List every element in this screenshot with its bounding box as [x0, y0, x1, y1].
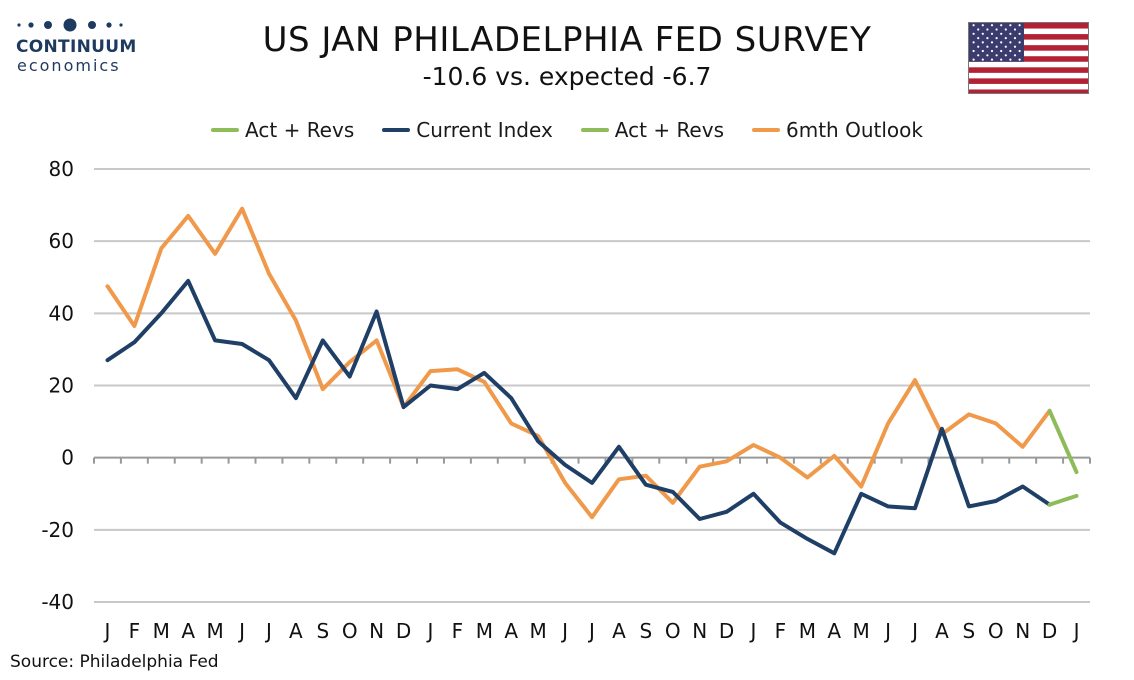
y-tick-label: 60	[49, 229, 74, 253]
x-tick-label: A	[612, 619, 626, 643]
x-tick-label: M	[476, 619, 493, 643]
x-tick-label: O	[342, 619, 358, 643]
x-tick-label: M	[153, 619, 170, 643]
series-line-act-revs-2	[1047, 493, 1079, 507]
x-tick-label: O	[988, 619, 1004, 643]
logo-dots-icon	[17, 18, 123, 32]
legend-item-6mth-outlook: 6mth Outlook	[752, 118, 923, 142]
legend-swatch	[211, 128, 240, 132]
us-flag-icon	[968, 22, 1089, 94]
legend-item-act-revs-2: Act + Revs	[580, 118, 724, 142]
x-tick-label: N	[369, 619, 384, 643]
x-tick-label: A	[935, 619, 949, 643]
y-tick-label: -40	[41, 590, 74, 614]
legend-item-act-revs: Act + Revs	[211, 118, 354, 142]
source-note: Source: Philadelphia Fed	[10, 652, 219, 672]
series-line-current-index-0	[105, 278, 1052, 556]
legend-label: Act + Revs	[614, 118, 724, 142]
x-tick-label: M	[853, 619, 870, 643]
legend-label: Act + Revs	[245, 118, 355, 142]
x-tick-label: J	[1072, 619, 1080, 643]
x-tick-label: M	[799, 619, 816, 643]
y-tick-label: 80	[49, 157, 74, 181]
x-tick-label: F	[129, 619, 141, 643]
y-tick-label: 0	[61, 446, 74, 470]
legend-label: 6mth Outlook	[786, 118, 923, 142]
x-tick-label: A	[289, 619, 303, 643]
series-line-act-revs-3	[1047, 408, 1079, 475]
x-tick-label: J	[560, 619, 568, 643]
y-tick-label: -20	[41, 518, 74, 542]
x-tick-label: F	[452, 619, 464, 643]
x-tick-label: J	[749, 619, 757, 643]
series-line-6mth-outlook-1	[105, 206, 1052, 520]
x-tick-label: N	[1015, 619, 1030, 643]
x-tick-label: D	[719, 619, 734, 643]
x-tick-label: J	[264, 619, 272, 643]
x-tick-label: S	[639, 619, 652, 643]
x-tick-label: J	[426, 619, 434, 643]
logo-name: CONTINUUM	[16, 37, 137, 57]
x-tick-label: S	[316, 619, 329, 643]
x-tick-label: J	[910, 619, 918, 643]
logo-tagline: economics	[17, 56, 121, 75]
x-tick-label: J	[883, 619, 891, 643]
legend-item-current-index: Current Index	[382, 118, 553, 142]
y-tick-label: 40	[49, 301, 74, 325]
x-tick-label: S	[963, 619, 976, 643]
chart-title: US JAN PHILADELPHIA FED SURVEY	[262, 20, 872, 60]
x-tick-label: N	[692, 619, 707, 643]
legend-swatch	[382, 128, 411, 132]
continuum-logo: CONTINUUM economics	[14, 14, 137, 78]
chart-subtitle: -10.6 vs. expected -6.7	[422, 62, 712, 91]
x-tick-label: F	[775, 619, 787, 643]
legend-swatch	[752, 128, 780, 132]
x-tick-label: M	[207, 619, 224, 643]
legend-swatch	[580, 128, 609, 132]
x-tick-label: A	[827, 619, 841, 643]
legend-label: Current Index	[416, 118, 553, 142]
x-tick-label: D	[1042, 619, 1057, 643]
chart-legend: Act + Revs Current Index Act + Revs 6mth…	[0, 118, 1134, 142]
x-tick-label: A	[504, 619, 518, 643]
x-tick-label: A	[181, 619, 195, 643]
y-tick-label: 20	[49, 374, 74, 398]
x-tick-label: J	[103, 619, 111, 643]
x-tick-label: J	[587, 619, 595, 643]
x-tick-label: O	[665, 619, 681, 643]
x-tick-label: J	[237, 619, 245, 643]
x-tick-label: D	[396, 619, 411, 643]
x-tick-label: M	[530, 619, 547, 643]
